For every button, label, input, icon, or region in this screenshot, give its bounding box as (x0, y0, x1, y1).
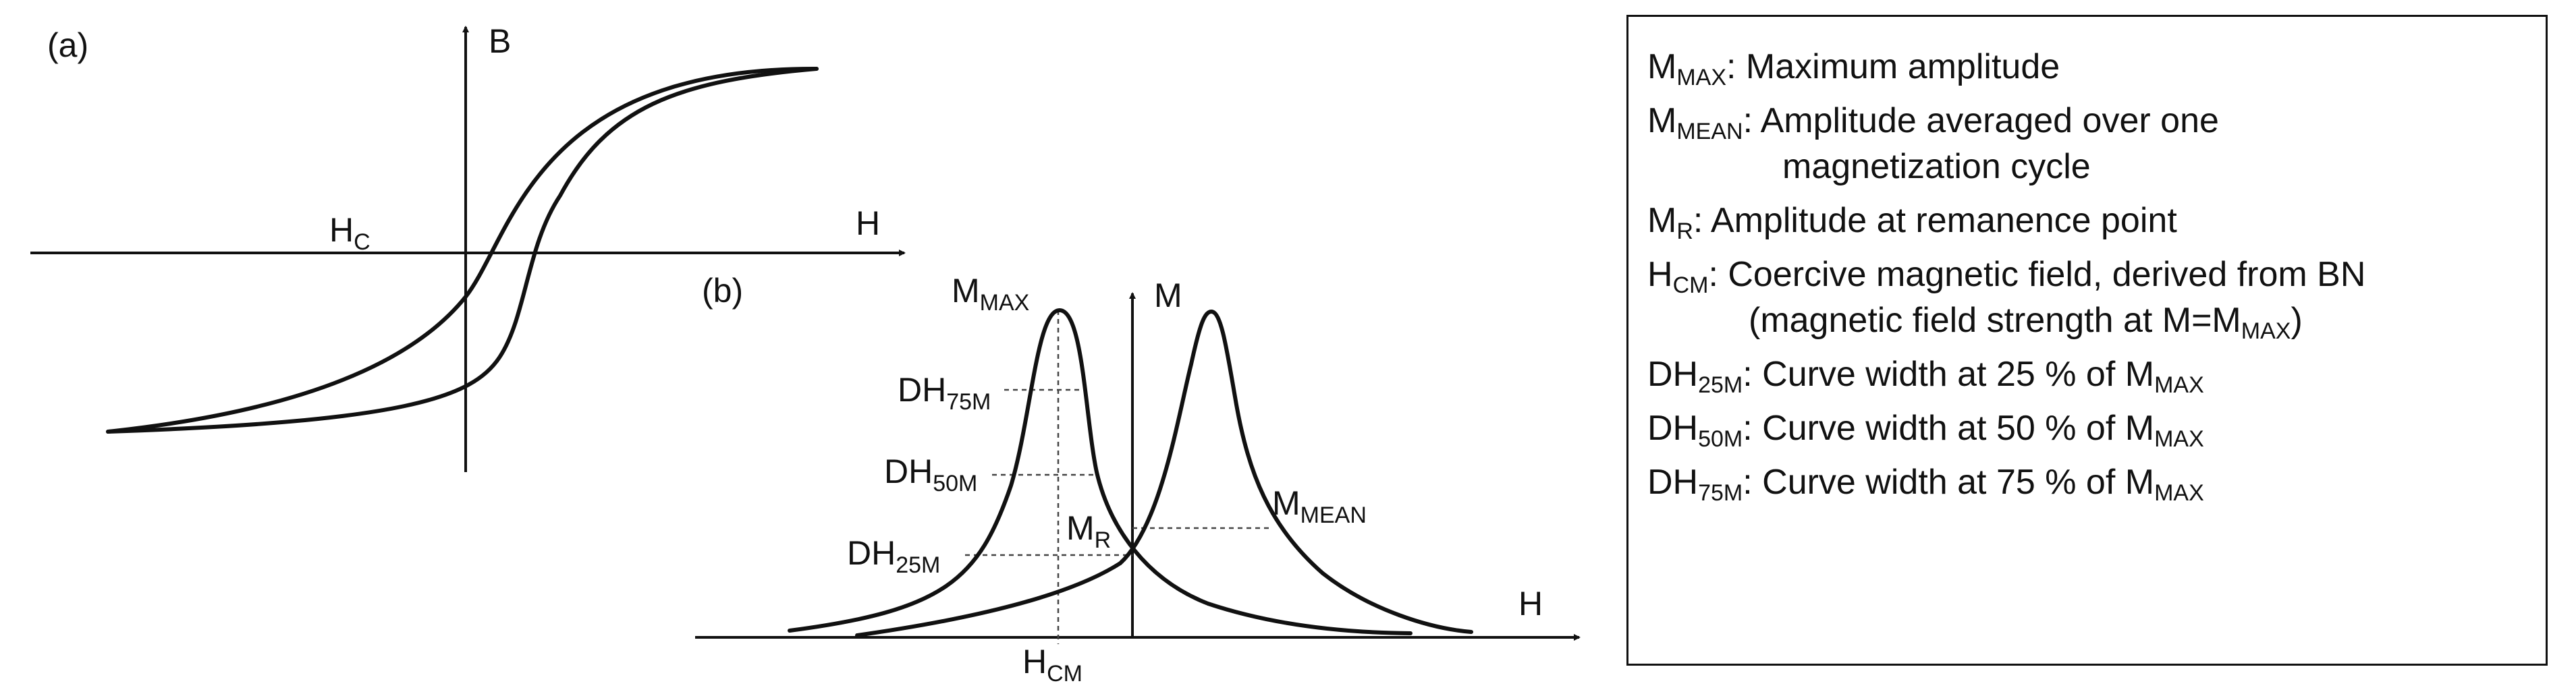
dh50-label: DH50M (884, 453, 977, 496)
panel-b-m-label: M (1154, 277, 1182, 314)
mr-label: MR (1066, 509, 1111, 553)
dh25-label: DH25M (847, 534, 940, 578)
panel-b-tag: (b) (702, 272, 743, 310)
legend-entry-hcm: HCM: Coercive magnetic field, derived fr… (1647, 255, 2366, 344)
legend-entry-dh50: DH50M: Curve width at 50 % of MMAX (1647, 409, 2204, 452)
parameter-legend: MMAX: Maximum amplitude MMEAN: Amplitude… (1626, 15, 2548, 666)
panel-a-b-label: B (489, 22, 511, 60)
panel-a-coercive-label: HC (329, 211, 371, 255)
hysteresis-and-barkhausen-diagram: (a) B H HC (b) M H MMAX MMEAN MR DH75M D… (30, 22, 1581, 687)
hysteresis-ascending-branch (106, 66, 819, 434)
panel-a-tag: (a) (47, 26, 88, 64)
panel-a: (a) B H HC (30, 22, 906, 472)
legend-entry-mmean: MMEAN: Amplitude averaged over one magne… (1647, 101, 2219, 186)
mmean-label: MMEAN (1272, 484, 1367, 528)
barkhausen-right-peak (855, 310, 1473, 637)
legend-entry-mmax: MMAX: Maximum amplitude (1647, 47, 2060, 90)
legend-entry-mr: MR: Amplitude at remanence point (1647, 201, 2177, 244)
barkhausen-left-peak (788, 308, 1413, 635)
panel-b: (b) M H MMAX MMEAN MR DH75M DH50M DH25M … (695, 272, 1581, 687)
dh75-label: DH75M (898, 371, 991, 415)
hysteresis-descending-branch (106, 67, 819, 434)
legend-entry-dh75: DH75M: Curve width at 75 % of MMAX (1647, 463, 2204, 506)
panel-a-h-label: H (856, 204, 880, 242)
panel-b-h-label: H (1518, 585, 1543, 623)
legend-entry-dh25: DH25M: Curve width at 25 % of MMAX (1647, 355, 2204, 398)
hcm-label: HCM (1022, 643, 1083, 687)
mmax-label: MMAX (952, 272, 1029, 316)
